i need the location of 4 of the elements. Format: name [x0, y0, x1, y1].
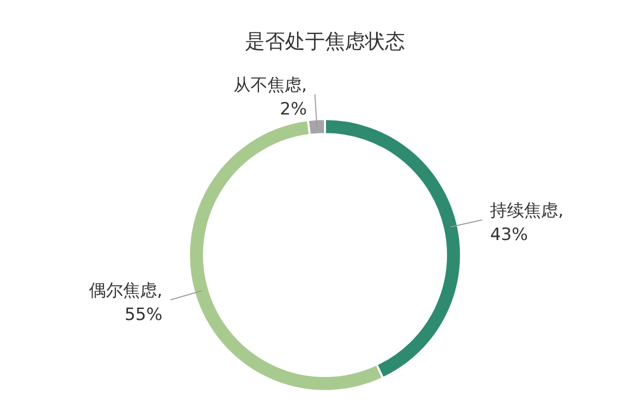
- slice-label: 持续焦虑, 43%: [490, 200, 564, 245]
- slice-label: 偶尔焦虑, 55%: [88, 280, 162, 325]
- chart-title: 是否处于焦虑状态: [245, 29, 405, 53]
- slice-label: 从不焦虑, 2%: [233, 75, 307, 120]
